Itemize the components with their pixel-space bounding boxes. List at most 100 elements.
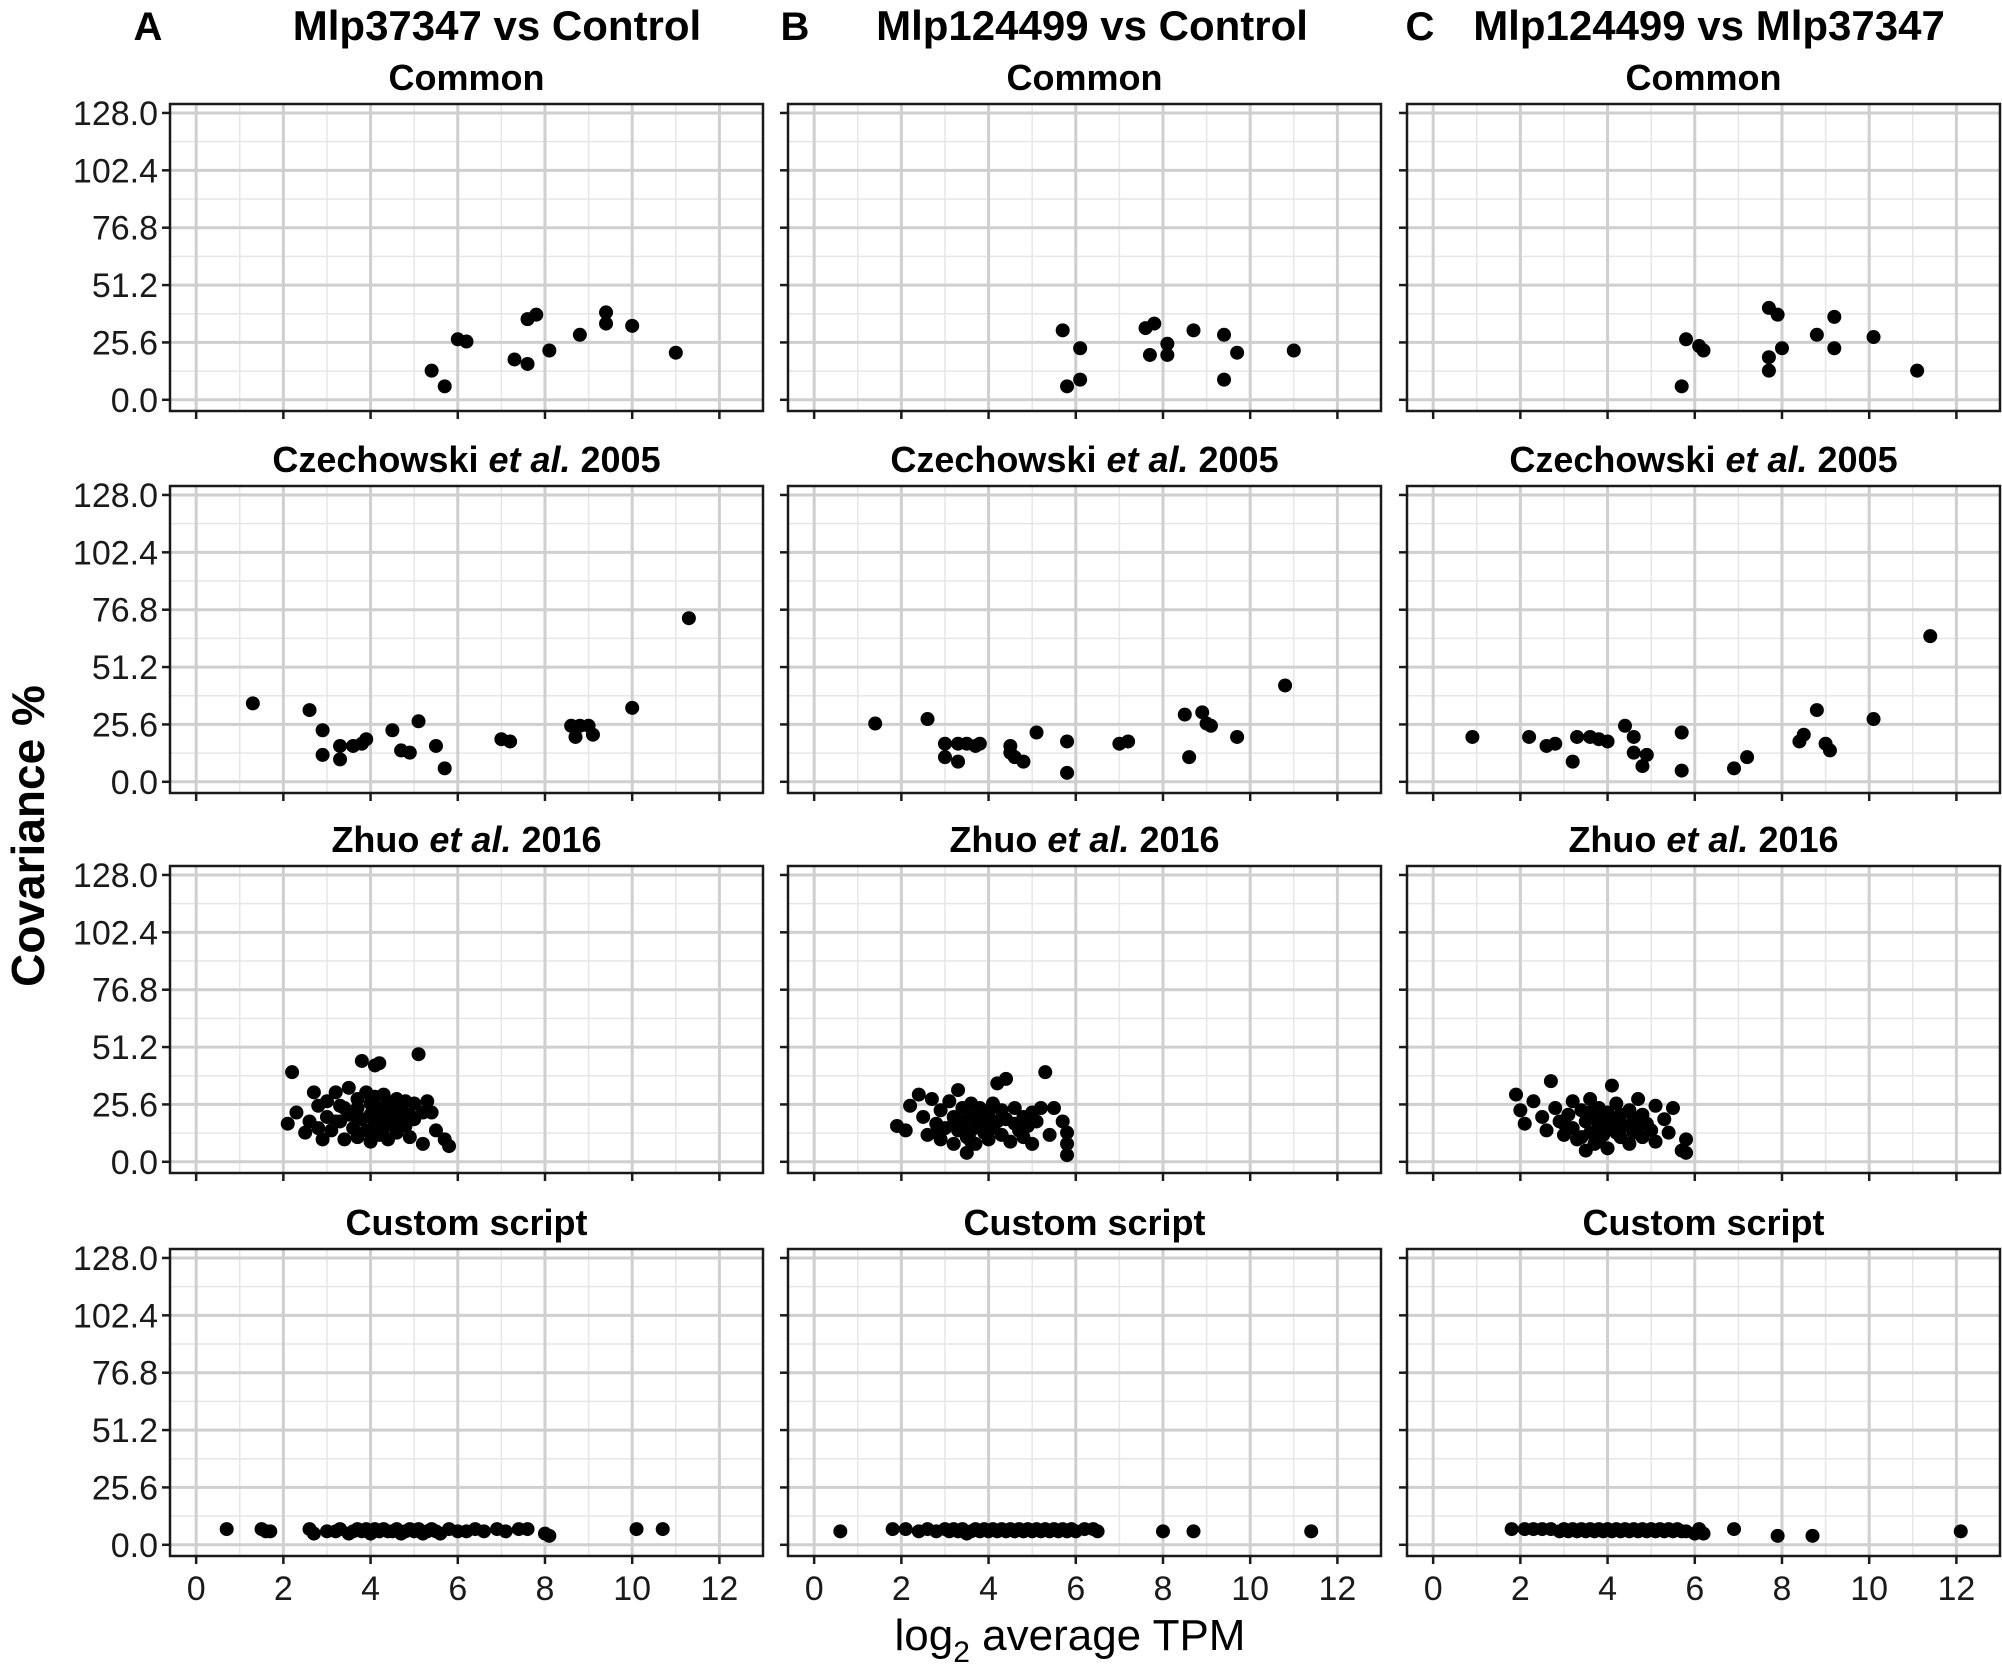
x-tick-label: 8 [536, 1570, 555, 1608]
data-point [599, 305, 614, 320]
panel: Czechowski et al. 2005 0.0 25.6 51.2 76.8 102… [73, 439, 765, 802]
panel-border [1405, 864, 2002, 1175]
data-point [1910, 363, 1925, 378]
data-point [424, 363, 439, 378]
data-point [1522, 729, 1537, 744]
data-point [411, 1047, 426, 1062]
data-point [999, 1071, 1014, 1086]
data-point [1574, 1130, 1589, 1145]
strip-text: Custom script [345, 1202, 587, 1243]
data-point [1657, 1112, 1672, 1127]
data-point [1230, 729, 1245, 744]
data-point [359, 732, 374, 747]
data-point [903, 1098, 918, 1113]
strip-text-italic: et al. [1106, 439, 1188, 480]
x-tick-label: 2 [892, 1570, 911, 1608]
data-point [1217, 372, 1232, 387]
panel: Common [1399, 57, 2002, 419]
strip-text: 2016 [1129, 819, 1219, 860]
data-point [520, 1522, 535, 1537]
y-tick-label: 25.6 [92, 324, 158, 362]
data-point [920, 712, 935, 727]
strip-text: Zhuo [1568, 819, 1666, 860]
y-tick-label: 128.0 [73, 95, 158, 133]
data-point [1539, 1123, 1554, 1138]
data-point [1809, 327, 1824, 342]
x-tick-label: 8 [1773, 1570, 1792, 1608]
data-point [529, 307, 544, 322]
strip-text: Common [389, 57, 545, 98]
data-point [333, 752, 348, 767]
data-point [937, 750, 952, 765]
data-point [263, 1524, 278, 1539]
data-point [898, 1123, 913, 1138]
panel: Zhuo et al. 2016 [1399, 819, 2002, 1181]
data-point [1696, 343, 1711, 358]
y-tick-label: 51.2 [92, 649, 158, 687]
data-point [1679, 332, 1694, 347]
y-tick-label: 0.0 [111, 1527, 158, 1565]
data-point [1809, 703, 1824, 718]
x-tick-label: 12 [1318, 1570, 1356, 1608]
y-tick-label: 0.0 [111, 382, 158, 420]
data-point [1600, 734, 1615, 749]
data-point [1679, 1132, 1694, 1147]
data-point [1033, 1101, 1048, 1116]
panel-strip-label: Zhuo et al. 2016 [331, 819, 601, 860]
data-point [1953, 1524, 1968, 1539]
data-point [1866, 330, 1881, 345]
data-point [885, 1522, 900, 1537]
strip-text-italic: et al. [1666, 819, 1748, 860]
data-point [1548, 1101, 1563, 1116]
data-point [1147, 316, 1162, 331]
data-point [951, 754, 966, 769]
panel: Custom script 0 2 4 6 8 10 12 [780, 1202, 1383, 1608]
data-point [1761, 350, 1776, 365]
data-point [402, 745, 417, 760]
data-point [1003, 1134, 1018, 1149]
data-point [1740, 750, 1755, 765]
strip-text: Zhuo [331, 819, 429, 860]
panel-letter: B [781, 5, 810, 49]
data-point [1142, 347, 1157, 362]
data-point [1626, 745, 1641, 760]
data-point [1060, 1136, 1075, 1151]
data-point [1570, 729, 1585, 744]
data-point [1556, 1116, 1571, 1131]
data-point [1073, 341, 1088, 356]
data-point [1042, 1127, 1057, 1142]
data-point [337, 1101, 352, 1116]
data-point [1195, 705, 1210, 720]
x-tick-label: 6 [1066, 1570, 1085, 1608]
y-tick-label: 76.8 [92, 592, 158, 630]
data-point [1007, 1101, 1022, 1116]
data-point [1618, 718, 1633, 733]
panel-border [1405, 1247, 2002, 1558]
panel-border [168, 102, 765, 413]
data-point [306, 1085, 321, 1100]
panel: Common 0.0 25.6 51.2 76.8 102.4 128.0 [73, 57, 765, 420]
strip-text-italic: et al. [1725, 439, 1807, 480]
x-tick-label: 4 [361, 1570, 380, 1608]
data-point [1509, 1087, 1524, 1102]
strip-text: Czechowski [272, 439, 488, 480]
column-title: Mlp124499 vs Control [876, 2, 1308, 49]
data-point [1155, 1524, 1170, 1539]
panel-border [786, 1247, 1383, 1558]
strip-text: 2016 [511, 819, 601, 860]
y-tick-label: 102.4 [73, 534, 158, 572]
data-point [1278, 678, 1293, 693]
data-point [1631, 1092, 1646, 1107]
x-tick-label: 8 [1154, 1570, 1173, 1608]
data-point [520, 356, 535, 371]
data-point [507, 352, 522, 367]
data-point [1060, 1148, 1075, 1163]
y-tick-label: 25.6 [92, 1469, 158, 1507]
data-point [315, 747, 330, 762]
data-point [833, 1524, 848, 1539]
panel: Custom script 0 2 4 6 8 10 12 [1399, 1202, 2002, 1608]
panel-strip-label: Custom script [963, 1202, 1205, 1243]
strip-text: 2005 [571, 439, 661, 480]
data-point [572, 327, 587, 342]
y-tick-label: 128.0 [73, 857, 158, 895]
